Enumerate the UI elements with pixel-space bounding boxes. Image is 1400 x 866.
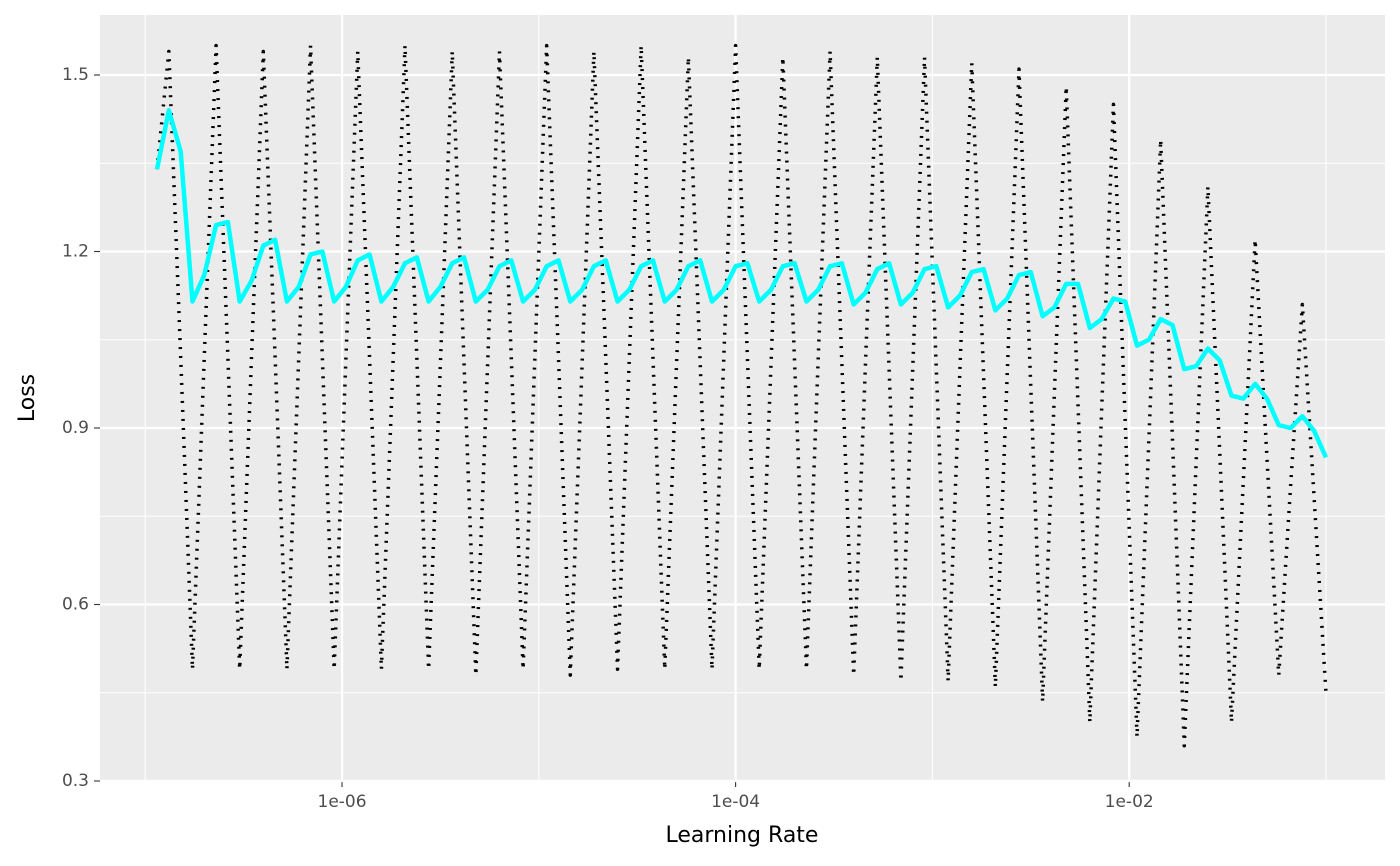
y-tick-label: 0.9 [62, 418, 89, 438]
panel-background [100, 15, 1385, 781]
x-tick-label: 1e-04 [711, 792, 760, 812]
y-tick-label: 1.5 [62, 65, 89, 85]
y-tick-label: 0.6 [62, 595, 89, 615]
y-tick-label: 0.3 [62, 771, 89, 791]
x-tick-label: 1e-02 [1105, 792, 1154, 812]
y-axis-title: Loss [15, 374, 40, 422]
series-line [154, 108, 1329, 459]
y-tick-label: 1.2 [62, 242, 89, 262]
x-axis-title: Learning Rate [666, 823, 819, 848]
x-tick-label: 1e-06 [318, 792, 367, 812]
